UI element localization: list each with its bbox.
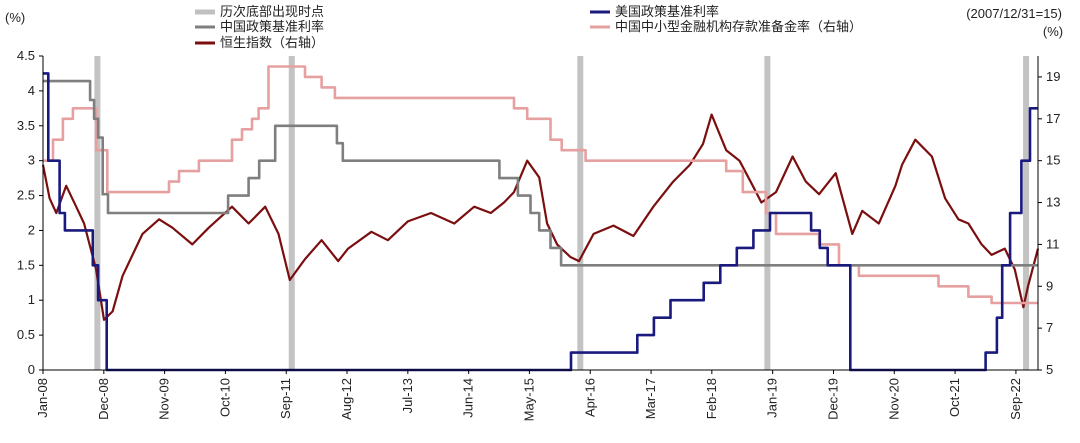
x-axis-tick-label: Jul-13: [400, 378, 415, 413]
legend-label-bottom-points: 历次底部出现时点: [220, 4, 324, 19]
x-axis-tick-label: Oct-10: [217, 378, 232, 417]
legend-item-bottom-points: 历次底部出现时点: [195, 4, 324, 19]
left-axis-tick-label: 2.5: [17, 188, 35, 203]
left-axis-tick-label: 0.5: [17, 327, 35, 342]
bottom-point-bands: [94, 56, 1030, 370]
axes: 0 0.5 1 1.5 2 2.5 3 3.5 4 4.5 5 7 9 11 13 15 17 19 Jan-08 D…: [17, 48, 1061, 421]
left-axis-tick-label: 4.5: [17, 48, 35, 63]
right-axis-tick-label: 15: [1046, 153, 1060, 168]
x-axis-tick-label: Nov-09: [157, 378, 172, 420]
left-axis-unit: (%): [5, 10, 25, 25]
left-axis-tick-label: 2: [28, 222, 35, 237]
right-axis-tick-label: 5: [1046, 362, 1053, 377]
x-axis-tick-label: Oct-21: [947, 378, 962, 417]
right-axis-tick-label: 7: [1046, 320, 1053, 335]
left-axis-tick-label: 3.5: [17, 118, 35, 133]
x-axis-tick-label: Jun-14: [461, 378, 476, 418]
china-rate-line: [43, 79, 1038, 267]
right-axis-tick-label: 13: [1046, 195, 1060, 210]
bottom-point-band: [577, 56, 584, 370]
legend-label-us-rate: 美国政策基准利率: [615, 4, 719, 19]
legend-item-hsi: 恒生指数（右轴）: [195, 35, 324, 50]
x-axis-tick-label: Jan-08: [35, 378, 50, 418]
left-axis-tick-label: 4: [28, 83, 35, 98]
x-axis-tick-label: Dec-19: [825, 378, 840, 420]
x-axis-tick-label: Sep-11: [278, 378, 293, 419]
left-axis-tick-label: 1.5: [17, 257, 35, 272]
us-rate-line: [43, 72, 1038, 372]
right-axis-base-note: (2007/12/31=15): [966, 6, 1062, 21]
x-axis-tick-label: Mar-17: [643, 378, 658, 419]
left-axis-tick-label: 3: [28, 153, 35, 168]
bottom-point-band: [94, 56, 101, 370]
x-axis-tick-label: Jan-19: [765, 378, 780, 418]
x-axis-tick-label: Apr-16: [582, 378, 597, 417]
x-axis-tick-label: Feb-18: [704, 378, 719, 419]
x-axis-tick-label: Nov-20: [886, 378, 901, 420]
legend-label-china-rate: 中国政策基准利率: [220, 19, 324, 34]
china-rrr-line: [43, 65, 1038, 305]
x-axis-tick-label: Dec-08: [96, 378, 111, 420]
right-axis-tick-label: 9: [1046, 278, 1053, 293]
x-axis-tick-label: May-15: [521, 378, 536, 421]
legend-item-china-rrr: 中国中小型金融机构存款准备金率（右轴）: [590, 19, 862, 34]
right-axis-tick-label: 17: [1046, 111, 1060, 126]
left-axis-tick-label: 0: [28, 362, 35, 377]
legend-label-hsi: 恒生指数（右轴）: [220, 35, 324, 50]
right-axis-unit: (%): [1043, 24, 1063, 39]
legend-item-us-rate: 美国政策基准利率: [590, 4, 719, 19]
series-lines: [41, 65, 1040, 372]
left-axis-tick-label: 1: [28, 292, 35, 307]
bottom-point-band: [288, 56, 295, 370]
bottom-point-band: [1023, 56, 1030, 370]
right-axis-tick-label: 19: [1046, 69, 1060, 84]
legend: 历次底部出现时点 中国政策基准利率 恒生指数（右轴） 美国政策基准利率 中国中小…: [195, 4, 862, 50]
x-axis-tick-label: Aug-12: [339, 378, 354, 420]
right-axis-tick-label: 11: [1046, 236, 1060, 251]
legend-item-china-rate: 中国政策基准利率: [195, 19, 324, 34]
x-axis-tick-label: Sep-22: [1008, 378, 1023, 420]
legend-label-china-rrr: 中国中小型金融机构存款准备金率（右轴）: [615, 19, 862, 34]
hsi-line: [41, 113, 1040, 321]
